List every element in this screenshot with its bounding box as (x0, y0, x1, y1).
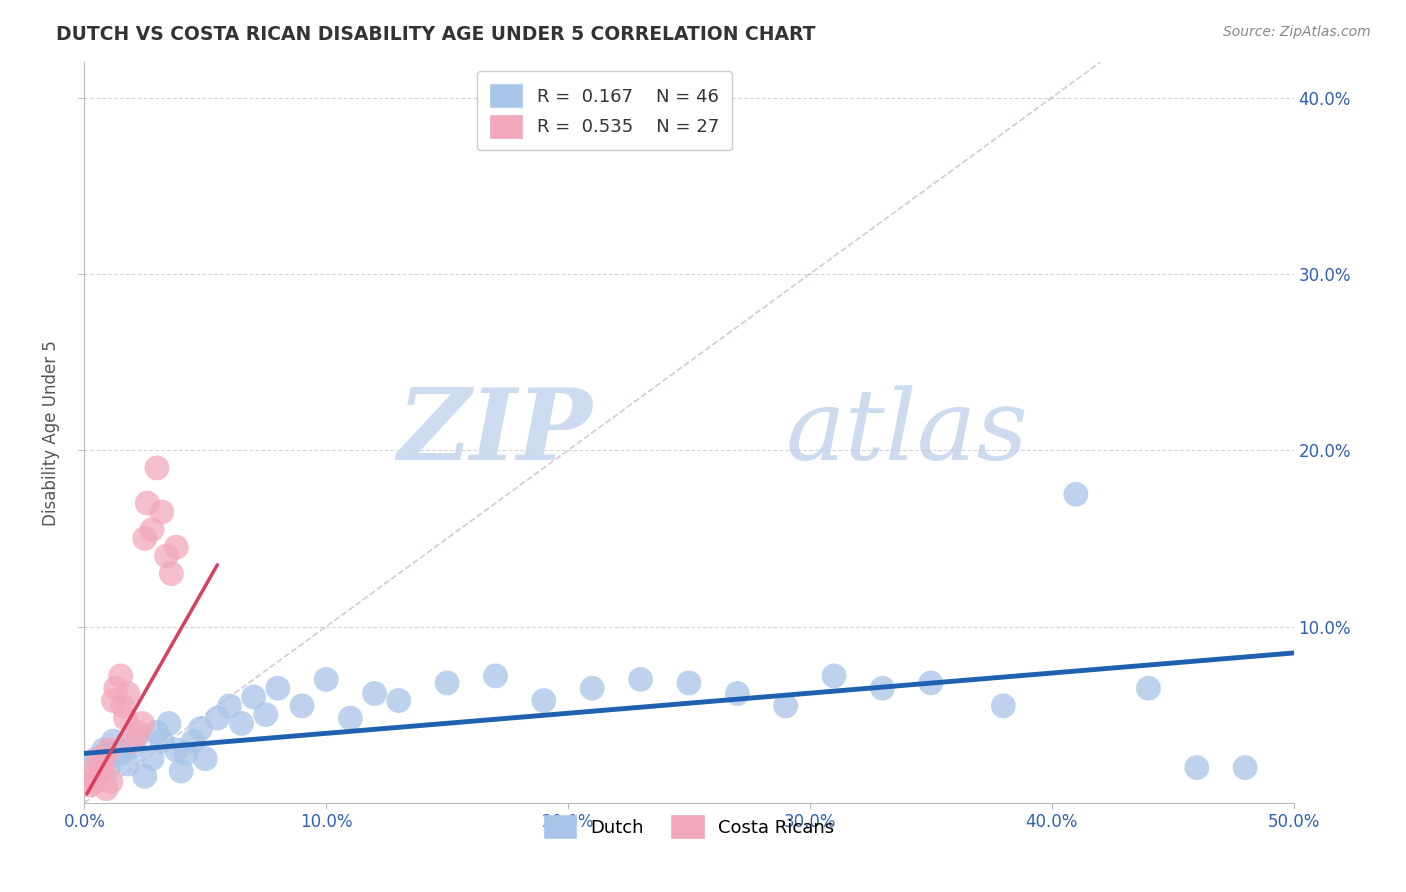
Point (242, 690, 264, 704)
Point (93, 743, 115, 757)
Point (993, 698, 1015, 713)
Y-axis label: Disability Age Under 5: Disability Age Under 5 (42, 340, 60, 525)
Point (121, 734, 143, 748)
Point (121, 739, 143, 754)
Text: atlas: atlas (786, 385, 1028, 480)
Point (127, 729, 149, 743)
Point (103, 693, 125, 707)
Point (141, 523, 163, 537)
Point (363, 686, 385, 700)
Point (194, 752, 217, 766)
Point (484, 669, 506, 683)
Point (1064, 487, 1087, 501)
Point (1185, 760, 1208, 774)
Point (436, 676, 458, 690)
Point (97, 760, 120, 774)
Point (146, 725, 169, 739)
Point (533, 693, 555, 707)
Point (100, 774, 122, 789)
Point (150, 734, 173, 748)
Point (136, 496, 159, 510)
Point (160, 566, 183, 581)
Point (872, 681, 894, 696)
Point (94, 781, 117, 796)
Point (1137, 681, 1160, 696)
Point (291, 698, 314, 713)
Point (86, 760, 108, 774)
Point (920, 676, 942, 690)
Point (775, 698, 797, 713)
Point (83, 774, 105, 789)
Point (165, 743, 187, 757)
Point (388, 693, 411, 707)
Point (117, 686, 139, 700)
Point (86, 752, 108, 766)
Point (157, 716, 180, 731)
Point (170, 764, 193, 778)
Point (630, 673, 652, 687)
Point (87, 752, 110, 766)
Point (725, 686, 748, 700)
Point (77, 778, 100, 792)
Point (207, 711, 229, 725)
Point (254, 707, 277, 722)
Legend: Dutch, Costa Ricans: Dutch, Costa Ricans (537, 808, 841, 846)
Point (114, 711, 136, 725)
Point (93, 757, 115, 772)
Text: Source: ZipAtlas.com: Source: ZipAtlas.com (1223, 25, 1371, 39)
Point (110, 747, 132, 761)
Text: DUTCH VS COSTA RICAN DISABILITY AGE UNDER 5 CORRELATION CHART: DUTCH VS COSTA RICAN DISABILITY AGE UNDE… (56, 25, 815, 44)
Point (150, 505, 173, 519)
Point (146, 461, 169, 475)
Point (581, 681, 603, 696)
Point (127, 725, 149, 739)
Point (117, 757, 139, 772)
Point (97, 743, 120, 757)
Point (80, 769, 103, 783)
Point (218, 698, 240, 713)
Point (90, 764, 112, 778)
Point (315, 673, 337, 687)
Point (131, 716, 153, 731)
Point (231, 716, 253, 731)
Point (155, 549, 177, 563)
Point (141, 752, 163, 766)
Point (823, 669, 845, 683)
Text: ZIP: ZIP (398, 384, 592, 481)
Point (112, 698, 135, 713)
Point (267, 681, 290, 696)
Point (134, 769, 156, 783)
Point (181, 734, 204, 748)
Point (339, 711, 361, 725)
Point (190, 722, 212, 736)
Point (1234, 760, 1257, 774)
Point (104, 681, 127, 696)
Point (110, 669, 132, 683)
Point (103, 734, 125, 748)
Point (174, 747, 197, 761)
Point (165, 540, 187, 554)
Point (134, 532, 156, 546)
Point (678, 676, 700, 690)
